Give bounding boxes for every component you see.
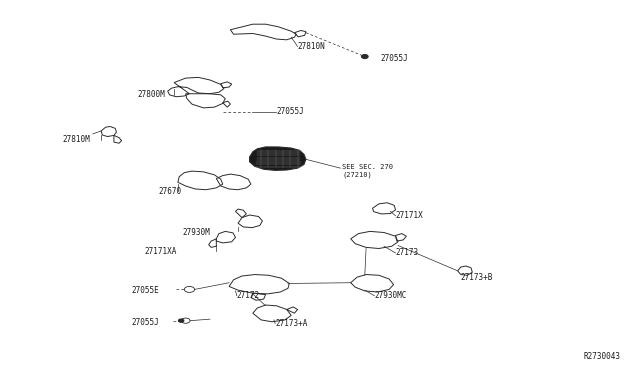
Text: 27055J: 27055J: [276, 107, 304, 116]
Text: 27055J: 27055J: [131, 318, 159, 327]
Circle shape: [362, 55, 368, 58]
Text: 27173: 27173: [396, 248, 419, 257]
Text: 27055E: 27055E: [131, 286, 159, 295]
Text: 27800M: 27800M: [138, 90, 165, 99]
Text: 27055J: 27055J: [381, 54, 408, 63]
Text: 27810M: 27810M: [63, 135, 90, 144]
Text: 27173+B: 27173+B: [461, 273, 493, 282]
Text: 27171XA: 27171XA: [144, 247, 177, 256]
Text: 27930M: 27930M: [182, 228, 210, 237]
Polygon shape: [250, 147, 306, 170]
Text: 27670: 27670: [159, 187, 182, 196]
Text: 27930MC: 27930MC: [374, 291, 407, 300]
Text: R2730043: R2730043: [584, 352, 621, 361]
Text: 27173+A: 27173+A: [275, 319, 308, 328]
Text: 27172: 27172: [237, 291, 260, 300]
Text: SEE SEC. 270
(27210): SEE SEC. 270 (27210): [342, 164, 394, 178]
Circle shape: [179, 319, 184, 322]
Text: 27810N: 27810N: [298, 42, 325, 51]
Text: 27171X: 27171X: [396, 211, 423, 220]
